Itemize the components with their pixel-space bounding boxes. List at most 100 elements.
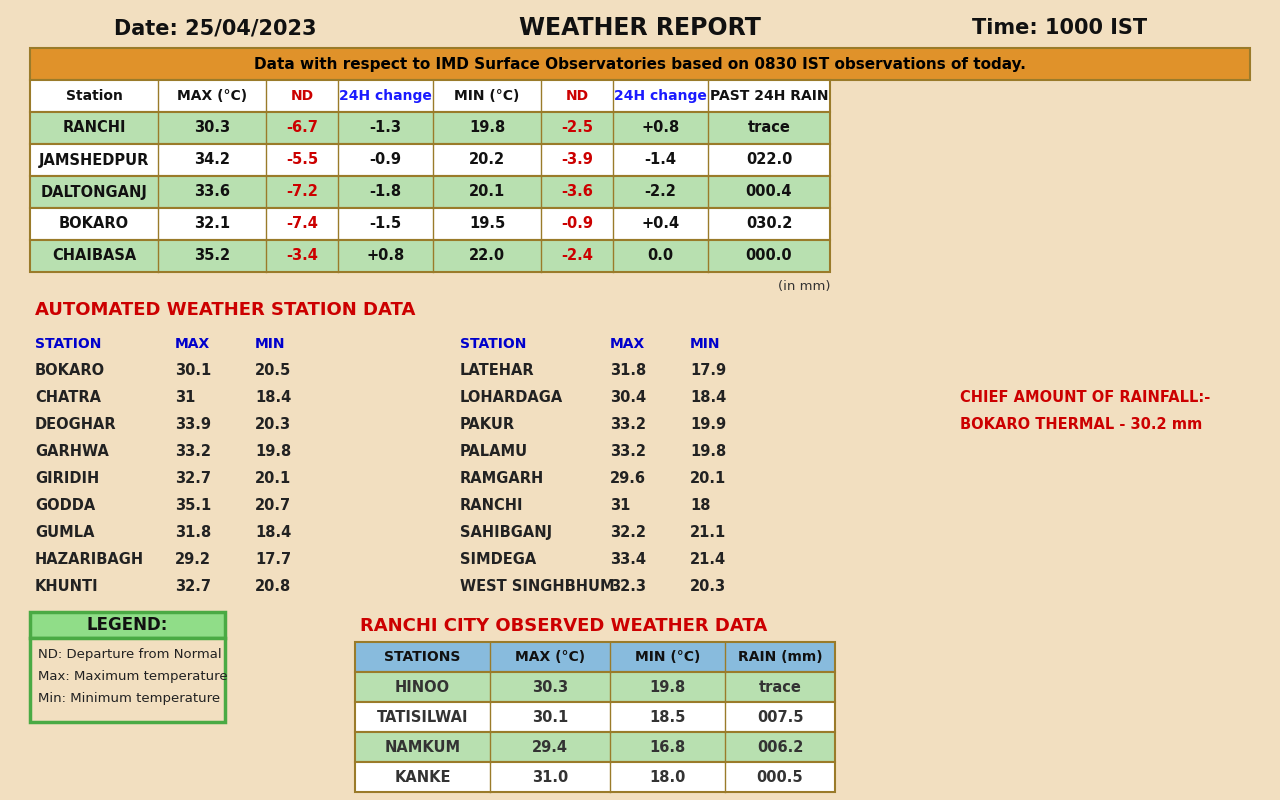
Text: PAST 24H RAIN: PAST 24H RAIN [709,89,828,103]
Text: 17.7: 17.7 [255,552,291,567]
Text: 32.7: 32.7 [175,579,211,594]
Text: MIN (°C): MIN (°C) [635,650,700,664]
Text: 022.0: 022.0 [746,153,792,167]
Text: 000.5: 000.5 [756,770,804,785]
Bar [355,702,835,732]
Text: 21.1: 21.1 [690,525,726,540]
Text: MAX (°C): MAX (°C) [177,89,247,103]
Text: MIN (°C): MIN (°C) [454,89,520,103]
Bar [29,638,225,722]
Text: -1.4: -1.4 [645,153,677,167]
Text: -1.5: -1.5 [370,217,402,231]
Text: BOKARO: BOKARO [35,363,105,378]
Bar [29,612,225,638]
Text: ND: ND [566,89,589,103]
Text: MAX: MAX [175,337,210,350]
Text: +0.8: +0.8 [641,121,680,135]
Text: 030.2: 030.2 [746,217,792,231]
Text: 29.2: 29.2 [175,552,211,567]
Text: Date: 25/04/2023: Date: 25/04/2023 [114,18,316,38]
Text: 33.9: 33.9 [175,417,211,432]
Text: 006.2: 006.2 [756,739,803,754]
Text: 18: 18 [690,498,710,513]
Text: LEGEND:: LEGEND: [87,616,168,634]
Text: 007.5: 007.5 [756,710,804,725]
Text: 24H change: 24H change [614,89,707,103]
Text: BOKARO THERMAL - 30.2 mm: BOKARO THERMAL - 30.2 mm [960,417,1202,432]
Text: 33.2: 33.2 [611,444,646,459]
Text: -7.4: -7.4 [285,217,317,231]
Text: 20.3: 20.3 [690,579,726,594]
Text: 31.8: 31.8 [175,525,211,540]
Text: 17.9: 17.9 [690,363,726,378]
Text: STATION: STATION [460,337,526,350]
Text: 30.1: 30.1 [532,710,568,725]
Text: NAMKUM: NAMKUM [384,739,461,754]
Text: -3.4: -3.4 [285,249,317,263]
Text: 30.4: 30.4 [611,390,646,405]
Text: 35.1: 35.1 [175,498,211,513]
Text: 000.0: 000.0 [746,249,792,263]
Text: 29.6: 29.6 [611,471,646,486]
Text: CHIEF AMOUNT OF RAINFALL:-: CHIEF AMOUNT OF RAINFALL:- [960,390,1211,405]
Text: 24H change: 24H change [339,89,431,103]
Text: JAMSHEDPUR: JAMSHEDPUR [38,153,150,167]
Text: GUMLA: GUMLA [35,525,95,540]
Text: HAZARIBAGH: HAZARIBAGH [35,552,145,567]
Text: 31.8: 31.8 [611,363,646,378]
Text: -0.9: -0.9 [370,153,402,167]
Text: RAIN (mm): RAIN (mm) [737,650,822,664]
Text: 33.4: 33.4 [611,552,646,567]
Text: trace: trace [748,121,791,135]
Text: Min: Minimum temperature: Min: Minimum temperature [38,692,220,705]
Bar [29,240,829,272]
Bar [355,672,835,702]
Text: CHATRA: CHATRA [35,390,101,405]
Text: RANCHI: RANCHI [63,121,125,135]
Text: PAKUR: PAKUR [460,417,515,432]
Text: -3.9: -3.9 [561,153,593,167]
Text: Max: Maximum temperature: Max: Maximum temperature [38,670,228,683]
Text: LOHARDAGA: LOHARDAGA [460,390,563,405]
Text: 30.3: 30.3 [195,121,230,135]
Text: 18.4: 18.4 [255,525,292,540]
Text: TATISILWAI: TATISILWAI [376,710,468,725]
Text: 22.0: 22.0 [468,249,506,263]
Bar [29,176,829,208]
Text: 34.2: 34.2 [195,153,230,167]
Text: HINOO: HINOO [396,679,451,694]
Text: -0.9: -0.9 [561,217,593,231]
Text: 21.4: 21.4 [690,552,726,567]
Text: STATION: STATION [35,337,101,350]
Text: 20.3: 20.3 [255,417,291,432]
Text: 30.1: 30.1 [175,363,211,378]
Text: ND: Departure from Normal: ND: Departure from Normal [38,648,221,661]
Text: (in mm): (in mm) [777,280,829,293]
Text: 20.5: 20.5 [255,363,292,378]
Text: -1.3: -1.3 [370,121,402,135]
Text: KHUNTI: KHUNTI [35,579,99,594]
Text: 35.2: 35.2 [195,249,230,263]
Text: 19.8: 19.8 [690,444,726,459]
Text: -2.4: -2.4 [561,249,593,263]
Text: 20.8: 20.8 [255,579,292,594]
Text: 20.1: 20.1 [255,471,292,486]
Text: STATIONS: STATIONS [384,650,461,664]
Text: 31: 31 [175,390,196,405]
Text: Time: 1000 IST: Time: 1000 IST [973,18,1148,38]
Bar [29,112,829,144]
Bar [355,732,835,762]
Text: 18.0: 18.0 [649,770,686,785]
Text: 32.3: 32.3 [611,579,646,594]
Text: MIN: MIN [690,337,721,350]
Text: -6.7: -6.7 [285,121,317,135]
Text: LATEHAR: LATEHAR [460,363,535,378]
Text: SIMDEGA: SIMDEGA [460,552,536,567]
Bar [29,48,1251,80]
Text: RANCHI: RANCHI [460,498,524,513]
Text: -3.6: -3.6 [561,185,593,199]
Text: 29.4: 29.4 [532,739,568,754]
Text: GIRIDIH: GIRIDIH [35,471,100,486]
Text: 33.6: 33.6 [195,185,230,199]
Text: GODDA: GODDA [35,498,95,513]
